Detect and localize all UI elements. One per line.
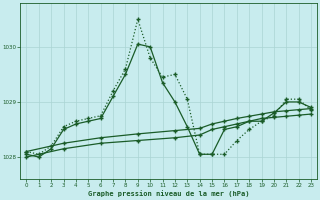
X-axis label: Graphe pression niveau de la mer (hPa): Graphe pression niveau de la mer (hPa) (88, 190, 250, 197)
